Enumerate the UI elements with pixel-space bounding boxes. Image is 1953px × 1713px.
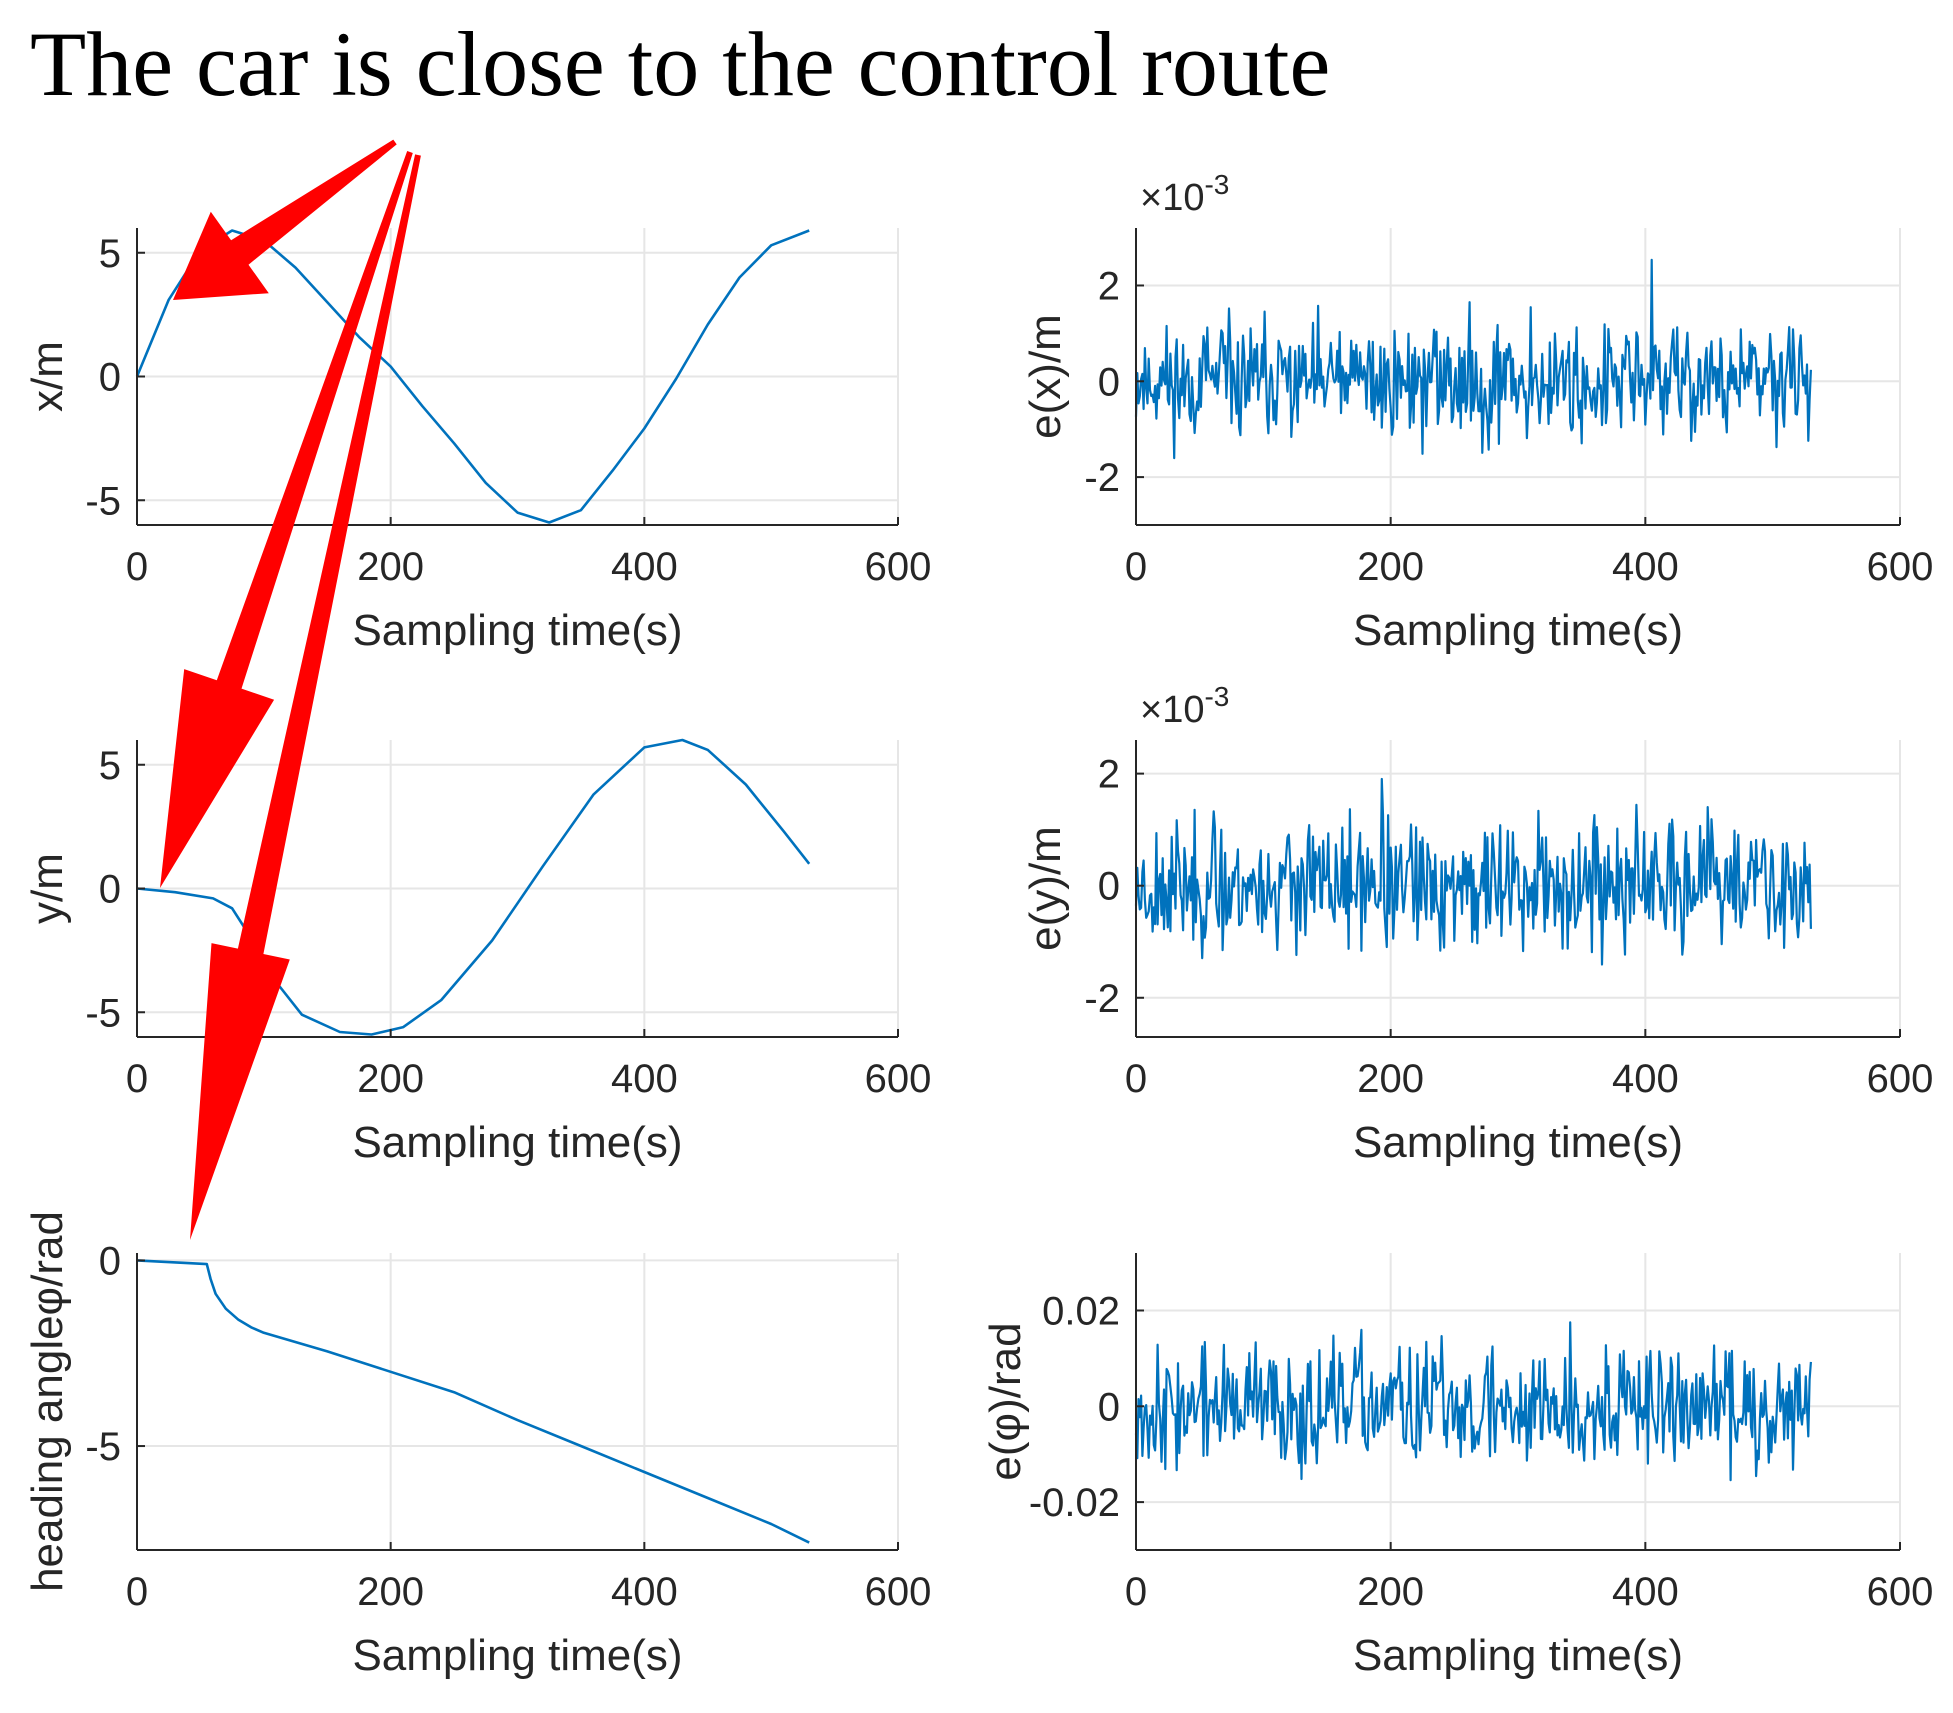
y-tick-label: 0	[1098, 1385, 1120, 1429]
x-axis-label: Sampling time(s)	[1353, 1631, 1683, 1680]
series-line-ephi	[1134, 1321, 1812, 1482]
arrow-to-x-start	[173, 139, 397, 300]
chart-phi: 0 200 400 600 -5 0 Sampling time(s) heading ang…	[23, 1211, 931, 1680]
arrow-to-y-start	[160, 151, 413, 888]
x-tick-label: 400	[1612, 1570, 1679, 1614]
x-tick-label: 200	[357, 1570, 424, 1614]
x-tick-label: 600	[865, 545, 932, 589]
y-axis-label: e(x)/m	[1021, 314, 1070, 439]
x-tick-label: 200	[1357, 1057, 1424, 1101]
annotation-arrows	[160, 139, 421, 1240]
y-tick-label: 2	[1098, 264, 1120, 308]
y-tick-label: -5	[85, 479, 121, 523]
x-tick-label: 600	[1867, 1057, 1934, 1101]
series-line-ex	[1134, 258, 1812, 460]
x-tick-label: 600	[1867, 1570, 1934, 1614]
axis-exponent: ×10-3	[1140, 681, 1229, 731]
y-tick-label: -0.02	[1029, 1481, 1120, 1525]
y-tick-label: 0	[1098, 360, 1120, 404]
x-tick-label: 0	[126, 1057, 148, 1101]
x-tick-label: 600	[1867, 545, 1934, 589]
series-line-y	[136, 738, 811, 1036]
x-tick-label: 0	[1125, 1057, 1147, 1101]
x-axis-label: Sampling time(s)	[1353, 1118, 1683, 1167]
x-tick-label: 400	[611, 1057, 678, 1101]
y-tick-label: 5	[99, 744, 121, 788]
figure-title: The car is close to the control route	[30, 13, 1330, 115]
y-tick-label: 0	[1098, 865, 1120, 909]
y-tick-label: 5	[99, 232, 121, 276]
x-tick-label: 0	[1125, 545, 1147, 589]
x-axis-label: Sampling time(s)	[352, 1631, 682, 1680]
y-tick-label: -2	[1084, 456, 1120, 500]
series-line-ey	[1134, 777, 1812, 966]
y-tick-label: 0	[99, 356, 121, 400]
x-tick-label: 400	[1612, 545, 1679, 589]
x-tick-label: 400	[1612, 1057, 1679, 1101]
chart-ex: 0 200 400 600 -2 0 2 Sampling time(s) e(x)/m ×10-…	[1021, 169, 1933, 655]
x-tick-label: 0	[126, 545, 148, 589]
y-tick-label: 0.02	[1042, 1289, 1120, 1333]
axis-exponent: ×10-3	[1140, 169, 1229, 219]
y-tick-label: -5	[85, 991, 121, 1035]
series-line-phi	[136, 1259, 810, 1544]
y-axis-label: x/m	[23, 341, 72, 412]
x-axis-label: Sampling time(s)	[1353, 606, 1683, 655]
x-axis-label: Sampling time(s)	[352, 606, 682, 655]
y-tick-label: 0	[99, 868, 121, 912]
y-tick-label: 2	[1098, 753, 1120, 797]
x-tick-label: 0	[126, 1570, 148, 1614]
arrow-to-heading-start	[190, 154, 421, 1240]
x-tick-label: 200	[357, 1057, 424, 1101]
y-tick-label: -5	[85, 1425, 121, 1469]
y-axis-label: y/m	[23, 853, 72, 924]
y-axis-label: e(y)/m	[1021, 826, 1070, 951]
x-tick-label: 400	[611, 545, 678, 589]
x-tick-label: 400	[611, 1570, 678, 1614]
x-tick-label: 200	[1357, 1570, 1424, 1614]
x-axis-label: Sampling time(s)	[352, 1118, 682, 1167]
y-tick-label: 0	[99, 1239, 121, 1283]
x-tick-label: 200	[357, 545, 424, 589]
x-tick-label: 600	[865, 1570, 932, 1614]
x-tick-label: 200	[1357, 545, 1424, 589]
y-tick-label: -2	[1084, 977, 1120, 1021]
y-axis-label: e(φ)/rad	[981, 1322, 1030, 1480]
y-axis-label: heading angleφ/rad	[23, 1211, 72, 1592]
x-tick-label: 0	[1125, 1570, 1147, 1614]
x-tick-label: 600	[865, 1057, 932, 1101]
chart-ephi: 0 200 400 600 -0.02 0 0.02 Sampling time(s) e(φ)…	[981, 1253, 1933, 1680]
